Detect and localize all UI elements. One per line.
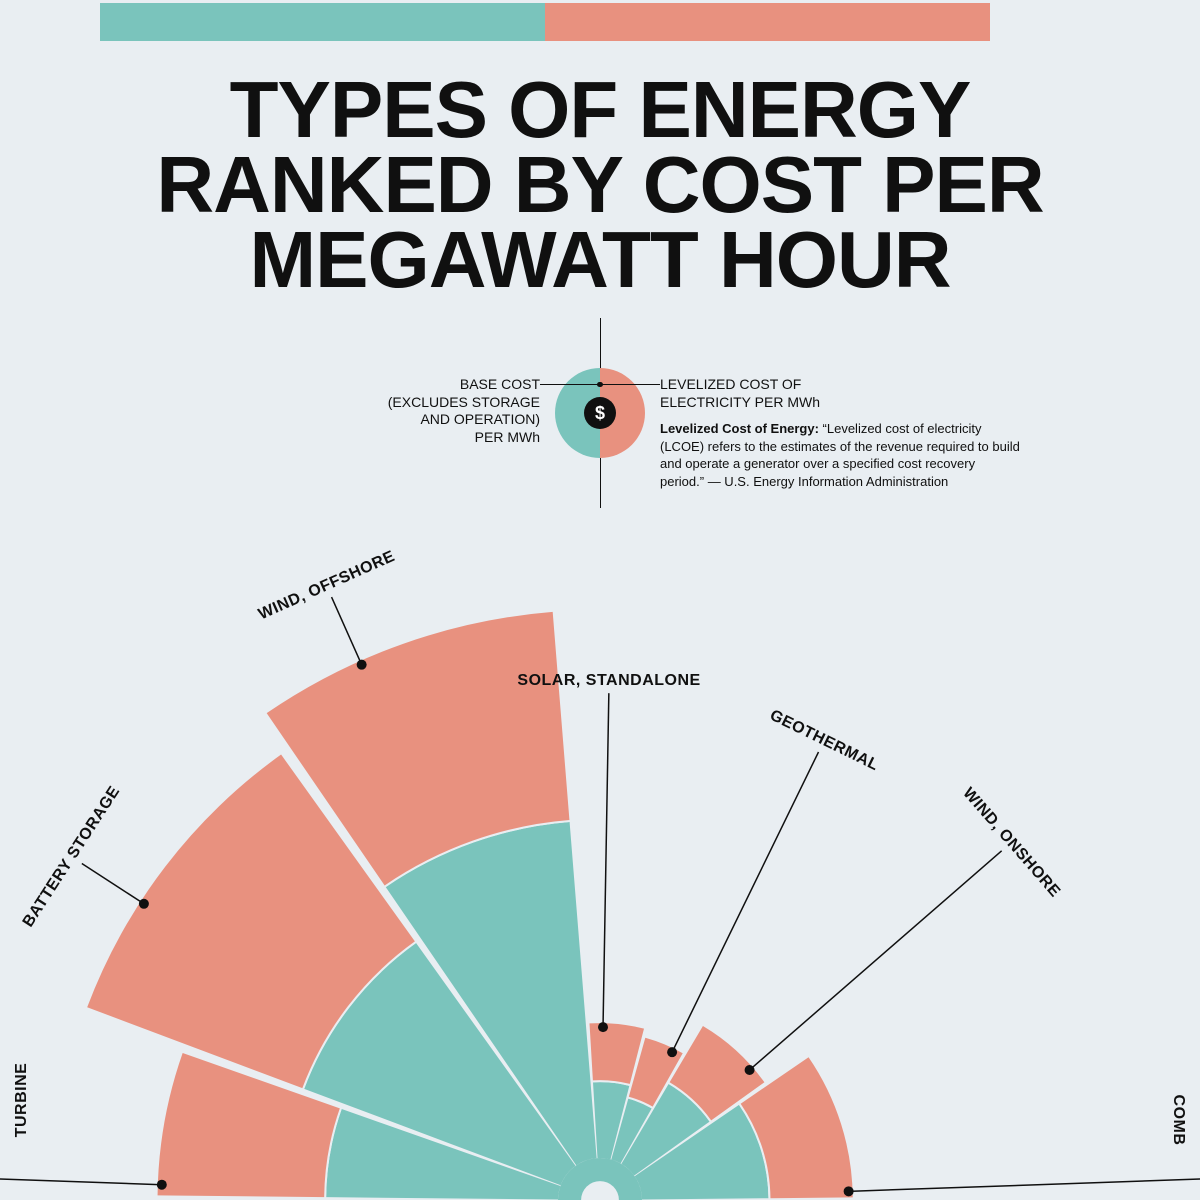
wedge-label: SOLAR, STANDALONE — [517, 672, 700, 690]
label-line — [672, 752, 818, 1052]
label-dot — [157, 1180, 167, 1190]
legend-dot-right — [598, 382, 603, 387]
chart-svg — [0, 560, 1200, 1200]
header-bar-left — [100, 3, 545, 41]
label-line — [82, 863, 144, 903]
wedge-label: TURBINE — [13, 1063, 31, 1138]
legend-connector-right — [600, 384, 660, 385]
page-title: TYPES OF ENERGY RANKED BY COST PER MEGAW… — [140, 72, 1060, 298]
label-line — [332, 597, 362, 665]
label-line — [603, 693, 609, 1027]
legend-connector-left — [540, 384, 600, 385]
legend-def-term: Levelized Cost of Energy: — [660, 421, 819, 436]
label-dot — [139, 899, 149, 909]
wedge-label: COMB — [1169, 1095, 1187, 1146]
label-line — [750, 851, 1002, 1070]
dollar-icon: $ — [584, 397, 616, 429]
legend-definition: Levelized Cost of Energy: “Levelized cos… — [660, 420, 1020, 490]
label-dot — [844, 1186, 854, 1196]
label-line — [849, 1177, 1200, 1191]
header-color-bar — [100, 3, 990, 41]
header-bar-right — [545, 3, 990, 41]
legend: $ BASE COST(EXCLUDES STORAGEAND OPERATIO… — [280, 318, 920, 508]
label-dot — [745, 1065, 755, 1075]
polar-chart: TURBINEBATTERY STORAGEWIND, OFFSHORESOLA… — [0, 560, 1200, 1200]
label-dot — [357, 660, 367, 670]
label-dot — [667, 1047, 677, 1057]
legend-label-lcoe: LEVELIZED COST OFELECTRICITY PER MWh — [660, 376, 940, 411]
legend-label-base-cost: BASE COST(EXCLUDES STORAGEAND OPERATION)… — [310, 376, 540, 446]
label-line — [0, 1171, 162, 1185]
label-dot — [598, 1022, 608, 1032]
